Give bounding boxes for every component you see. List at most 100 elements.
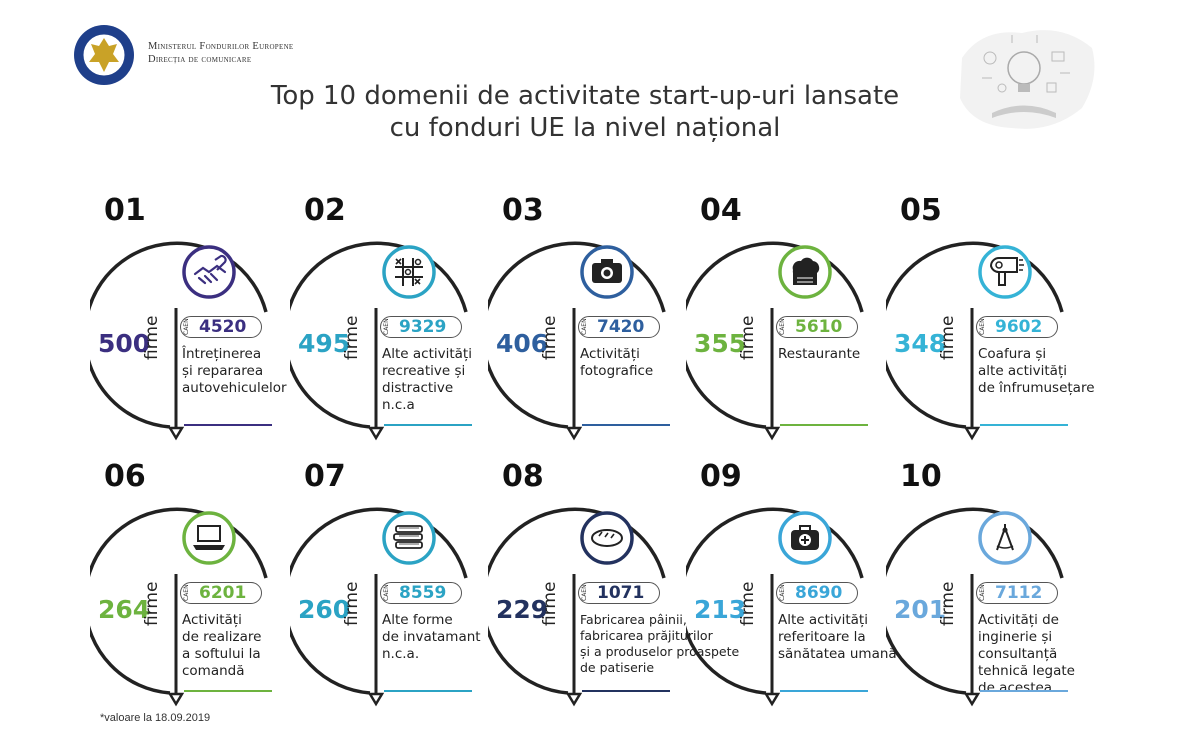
books-icon — [382, 511, 436, 565]
description-line: de patiserie — [580, 660, 655, 675]
firm-count: 500 — [98, 329, 151, 358]
caen-label: CAEN — [383, 584, 390, 601]
firme-label: firme — [342, 581, 362, 626]
firm-count: 355 — [694, 329, 747, 358]
chef-hat-icon — [778, 245, 832, 299]
accent-underline — [780, 690, 868, 692]
compass-icon — [978, 511, 1032, 565]
caen-code: 9329 — [399, 317, 447, 337]
description-line: Activități — [580, 346, 640, 362]
rank-number: 06 — [104, 459, 146, 494]
rank-number: 08 — [502, 459, 544, 494]
activity-description: Alte forme de invatamant n.c.a. — [382, 612, 490, 663]
romania-map-decoration — [960, 30, 1095, 129]
bread-icon — [580, 511, 634, 565]
description-line: inginerie și — [978, 629, 1053, 645]
activity-description: Întreținerea și repararea autovehiculelor — [182, 346, 290, 397]
firme-label: firme — [142, 581, 162, 626]
caen-badge: CAEN 8559 — [380, 582, 462, 604]
description-line: tehnică legate — [978, 663, 1075, 679]
ministry-line-1: Ministerul Fondurilor Europene — [148, 41, 294, 52]
description-line: Alte forme — [382, 612, 453, 628]
activity-card-10: 10 201 firme CAEN 7112 Activități de inginerie… — [886, 462, 1082, 712]
description-line: de înfrumusețare — [978, 380, 1095, 396]
activity-description: Alte activități recreative și distractive n… — [382, 346, 490, 414]
description-line: și repararea — [182, 363, 264, 379]
government-logo — [74, 25, 134, 85]
firme-label: firme — [540, 315, 560, 360]
page-title: Top 10 domenii de activitate start-up-ur… — [200, 80, 970, 144]
description-line: consultanță — [978, 646, 1058, 662]
description-line: Restaurante — [778, 346, 861, 362]
activity-card-01: 01 500 firme CAEN 4520 Întreținerea și reparar… — [90, 196, 287, 446]
firme-label: firme — [738, 581, 758, 626]
firm-count: 213 — [694, 595, 747, 624]
activity-description: Activități de realizare a softului la coman… — [182, 612, 290, 680]
caen-code: 7112 — [995, 583, 1043, 603]
hair-dryer-icon — [978, 245, 1032, 299]
description-line: Alte activități — [778, 612, 868, 628]
description-line: distractive — [382, 380, 454, 396]
firme-label: firme — [540, 581, 560, 626]
caen-label: CAEN — [779, 584, 786, 601]
title-line-1: Top 10 domenii de activitate start-up-ur… — [270, 81, 900, 111]
description-line: n.c.a — [382, 397, 415, 413]
activity-card-09: 09 213 firme CAEN 8690 Alte activități referit… — [686, 462, 897, 712]
description-line: Întreținerea — [182, 346, 262, 362]
caen-badge: CAEN 7420 — [578, 316, 660, 338]
description-line: și a produselor proaspete — [580, 644, 740, 659]
caen-code: 5610 — [795, 317, 843, 337]
handshake-wrench-icon — [182, 245, 236, 299]
caen-label: CAEN — [779, 318, 786, 335]
description-line: n.c.a. — [382, 646, 420, 662]
firm-count: 406 — [496, 329, 549, 358]
caen-code: 6201 — [199, 583, 247, 603]
activity-card-07: 07 260 firme CAEN 8559 Alte forme de invataman… — [290, 462, 486, 712]
description-line: autovehiculelor — [182, 380, 287, 396]
accent-underline — [384, 690, 472, 692]
title-line-2: cu fonduri UE la nivel național — [389, 113, 781, 143]
activity-description: Restaurante — [778, 346, 886, 363]
caen-label: CAEN — [581, 318, 588, 335]
accent-underline — [582, 424, 670, 426]
description-line: de invatamant — [382, 629, 481, 645]
firme-label: firme — [938, 581, 958, 626]
activity-description: Activități fotografice — [580, 346, 688, 380]
caen-label: CAEN — [183, 584, 190, 601]
caen-code: 4520 — [199, 317, 247, 337]
description-line: Activități de — [978, 612, 1059, 628]
caen-label: CAEN — [979, 584, 986, 601]
accent-underline — [582, 690, 670, 692]
accent-underline — [184, 690, 272, 692]
activity-card-03: 03 406 firme CAEN 7420 Activități fotografice — [488, 196, 684, 446]
description-line: de acestea. — [978, 680, 1057, 696]
description-line: fotografice — [580, 363, 654, 379]
caen-badge: CAEN 9329 — [380, 316, 462, 338]
caen-badge: CAEN 7112 — [976, 582, 1058, 604]
firme-label: firme — [342, 315, 362, 360]
activity-card-08: 08 229 firme CAEN 1071 Fabricarea pâinii, fabr… — [488, 459, 739, 712]
ministry-line-2: Direcția de comunicare — [148, 54, 252, 65]
rank-number: 02 — [304, 193, 346, 228]
camera-icon — [580, 245, 634, 299]
description-line: a softului la — [182, 646, 261, 662]
accent-underline — [980, 424, 1068, 426]
accent-underline — [184, 424, 272, 426]
description-line: fabricarea prăjiturilor — [580, 628, 713, 643]
firme-label: firme — [938, 315, 958, 360]
laptop-icon — [182, 511, 236, 565]
caen-badge: CAEN 8690 — [776, 582, 858, 604]
firm-count: 348 — [894, 329, 947, 358]
caen-label: CAEN — [383, 318, 390, 335]
activity-description: Fabricarea pâinii, fabricarea prăjiturilo… — [580, 612, 740, 676]
description-line: referitoare la — [778, 629, 866, 645]
caen-badge: CAEN 4520 — [180, 316, 262, 338]
firm-count: 260 — [298, 595, 351, 624]
activity-card-06: 06 264 firme CAEN 6201 Activități de realizare… — [90, 462, 286, 712]
description-line: de realizare — [182, 629, 262, 645]
activity-card-05: 05 348 firme CAEN 9602 Coafura și alte activit… — [886, 196, 1095, 446]
description-line: recreative și — [382, 363, 466, 379]
activity-card-02: 02 495 firme CAEN 9329 Alte activități recreat… — [290, 196, 486, 446]
description-line: Activități — [182, 612, 242, 628]
rank-number: 03 — [502, 193, 544, 228]
